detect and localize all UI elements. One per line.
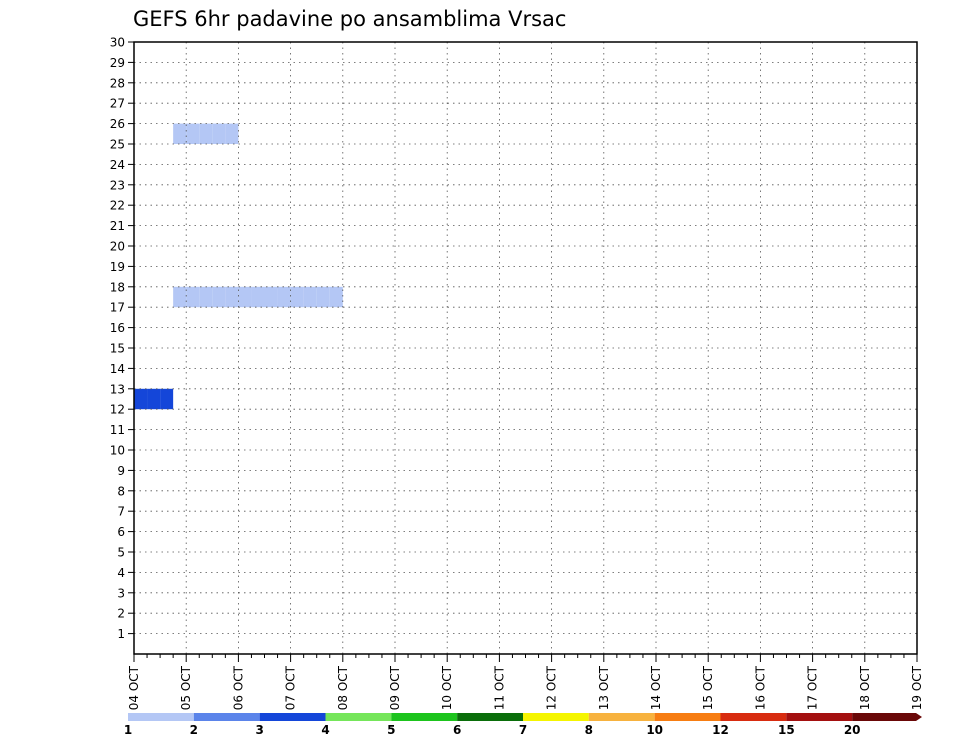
colorbar-swatch (391, 713, 458, 721)
data-cell (225, 123, 239, 144)
colorbar-swatch (193, 713, 260, 721)
data-cell (264, 286, 278, 308)
data-cell (238, 286, 252, 308)
x-tick-label: 10 OCT (440, 665, 454, 710)
data-cell (290, 286, 304, 308)
y-tick-label: 1 (117, 627, 125, 641)
data-cell (212, 286, 226, 308)
data-cell (134, 388, 148, 410)
colorbar-label: 10 (646, 723, 663, 737)
x-axis: 04 OCT 05 OCT 06 OCT 07 OCT 08 OCT 09 OCT 10 O… (127, 654, 924, 710)
x-tick-label: 07 OCT (284, 665, 298, 710)
colorbar-swatch (720, 713, 787, 721)
colorbar-swatch (852, 713, 922, 721)
y-tick-label: 14 (110, 362, 125, 376)
y-tick-label: 8 (117, 484, 125, 498)
x-tick-label: 11 OCT (492, 665, 506, 710)
y-tick-label: 6 (117, 525, 125, 539)
y-tick-label: 20 (110, 240, 125, 254)
y-tick-label: 26 (110, 117, 125, 131)
data-cell (251, 286, 265, 308)
y-tick-label: 19 (110, 260, 125, 274)
data-cell (147, 388, 161, 410)
colorbar: 1 2 3 4 5 6 7 8 10 12 15 20 (124, 713, 922, 737)
data-cell (303, 286, 317, 308)
y-tick-label: 4 (117, 566, 125, 580)
colorbar-label: 8 (585, 723, 593, 737)
data-cell (160, 388, 174, 410)
x-tick-label: 16 OCT (753, 665, 767, 710)
y-tick-label: 30 (110, 36, 125, 50)
data-cell (173, 286, 187, 308)
x-tick-label: 12 OCT (545, 665, 559, 710)
y-tick-label: 5 (117, 546, 125, 560)
y-tick-label: 2 (117, 607, 125, 621)
data-cell (186, 123, 200, 144)
x-tick-label: 17 OCT (806, 665, 820, 710)
colorbar-swatch (128, 713, 194, 721)
y-tick-label: 10 (110, 444, 125, 458)
data-cell (173, 123, 187, 144)
colorbar-label: 5 (387, 723, 395, 737)
y-tick-label: 21 (110, 219, 125, 233)
y-tick-label: 17 (110, 301, 125, 315)
colorbar-label: 1 (124, 723, 132, 737)
x-tick-label: 15 OCT (701, 665, 715, 710)
colorbar-swatch (457, 713, 523, 721)
colorbar-swatch (325, 713, 392, 721)
y-tick-label: 12 (110, 403, 125, 417)
grid-lines (134, 42, 917, 654)
data-cell (212, 123, 226, 144)
y-tick-label: 9 (117, 464, 125, 478)
y-tick-label: 11 (110, 423, 125, 437)
colorbar-label: 15 (778, 723, 795, 737)
y-tick-label: 25 (110, 138, 125, 152)
x-tick-label: 14 OCT (649, 665, 663, 710)
x-tick-label: 19 OCT (910, 665, 924, 710)
y-tick-label: 18 (110, 280, 125, 294)
colorbar-label: 20 (844, 723, 861, 737)
y-tick-label: 16 (110, 321, 125, 335)
colorbar-label: 2 (190, 723, 198, 737)
data-cell (186, 286, 200, 308)
y-axis: 1234567891011121314151617181920212223242… (110, 36, 134, 641)
colorbar-label: 7 (519, 723, 527, 737)
x-tick-label: 09 OCT (388, 665, 402, 710)
data-cell (329, 286, 343, 308)
y-tick-label: 24 (110, 158, 125, 172)
y-tick-label: 13 (110, 382, 125, 396)
y-tick-label: 29 (110, 56, 125, 70)
y-tick-label: 27 (110, 97, 125, 111)
x-tick-label: 05 OCT (179, 665, 193, 710)
data-cell (277, 286, 291, 308)
data-cell (225, 286, 239, 308)
data-cell (199, 123, 213, 144)
data-cells (134, 123, 343, 410)
plot-frame (133, 41, 918, 655)
colorbar-swatch (523, 713, 589, 721)
x-tick-label: 18 OCT (858, 665, 872, 710)
y-tick-label: 15 (110, 342, 125, 356)
colorbar-swatch (259, 713, 326, 721)
data-cell (199, 286, 213, 308)
colorbar-label: 3 (255, 723, 263, 737)
y-tick-label: 23 (110, 178, 125, 192)
colorbar-swatch (786, 713, 853, 721)
y-tick-label: 3 (117, 586, 125, 600)
colorbar-label: 12 (712, 723, 729, 737)
colorbar-swatch (588, 713, 655, 721)
y-tick-label: 28 (110, 76, 125, 90)
data-cell (316, 286, 330, 308)
y-tick-label: 22 (110, 199, 125, 213)
x-tick-label: 06 OCT (231, 665, 245, 710)
colorbar-label: 4 (321, 723, 329, 737)
x-tick-label: 13 OCT (597, 665, 611, 710)
x-tick-label: 08 OCT (336, 665, 350, 710)
colorbar-swatch (654, 713, 721, 721)
colorbar-label: 6 (453, 723, 461, 737)
y-tick-label: 7 (117, 505, 125, 519)
x-tick-label: 04 OCT (127, 665, 141, 710)
chart-title: GEFS 6hr padavine po ansamblima Vrsac (133, 7, 566, 31)
